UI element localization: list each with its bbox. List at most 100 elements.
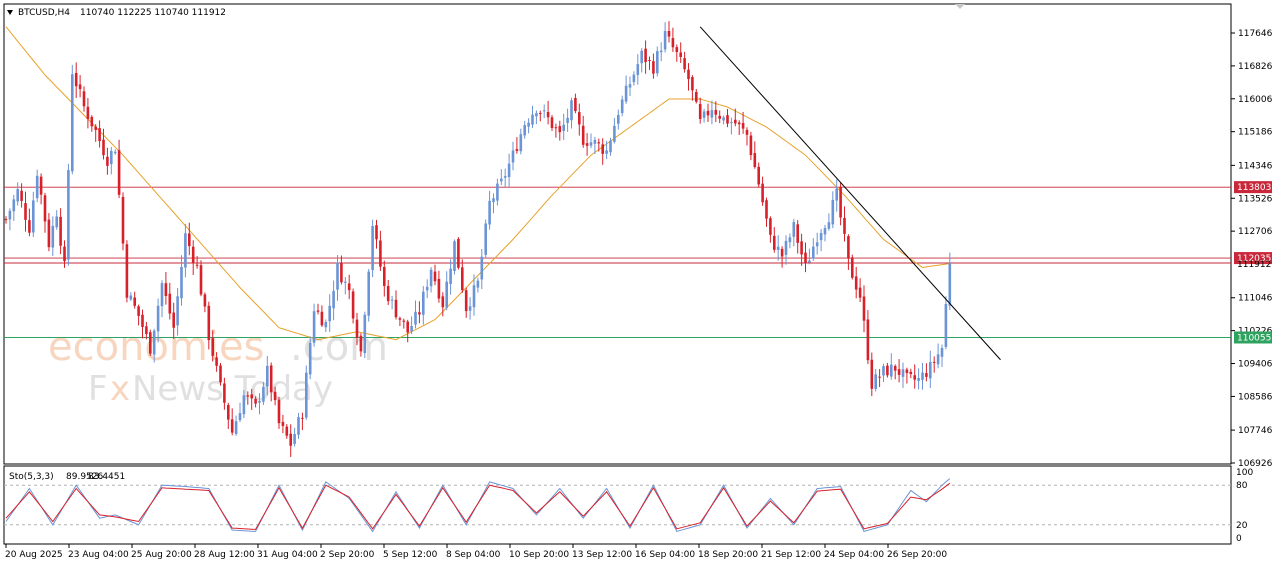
candle-body	[266, 365, 269, 387]
candle-body	[355, 319, 359, 338]
candle-body	[617, 114, 620, 124]
candle-body	[160, 283, 164, 307]
candle-body	[125, 244, 129, 298]
price-tick-label: 114346	[1238, 161, 1273, 171]
candle-body	[472, 285, 476, 308]
candle-body	[172, 312, 175, 328]
candle-body	[113, 151, 117, 154]
candle-body	[8, 210, 12, 220]
stochastic-label: Sto(5,3,3)	[9, 472, 54, 482]
candle-body	[461, 267, 464, 291]
stochastic-lines	[4, 478, 1231, 533]
trendline-layer	[699, 26, 1001, 361]
candle-body	[737, 122, 741, 125]
candle-body	[925, 373, 928, 377]
candle-body	[893, 366, 897, 371]
candle-body	[246, 395, 250, 397]
candle-body	[82, 91, 86, 107]
candle-body	[531, 114, 534, 125]
candle-body	[223, 383, 226, 403]
candle-body	[262, 386, 265, 402]
candle-body	[496, 183, 499, 201]
price-tick-label: 106926	[1238, 459, 1273, 469]
stochastic-signal-line[interactable]	[5, 482, 951, 530]
candle-body	[164, 283, 168, 296]
candle-body	[156, 305, 160, 332]
candle-body	[145, 326, 148, 334]
candle-body	[675, 47, 679, 53]
candle-body	[519, 134, 523, 152]
candle-body	[106, 156, 109, 166]
candle-body	[507, 163, 511, 178]
candle-body	[819, 233, 823, 241]
candle-body	[527, 122, 530, 127]
moving-average-line[interactable]	[5, 26, 950, 341]
time-tick-label: 21 Sep 12:00	[761, 550, 821, 560]
scroll-marker-icon[interactable]	[955, 4, 965, 9]
candle-body	[776, 246, 780, 250]
candle-body	[683, 58, 686, 70]
candle-body	[722, 117, 725, 121]
candle-body	[121, 196, 125, 244]
triangle-down-icon[interactable]	[7, 10, 13, 15]
candle-body	[890, 364, 893, 377]
candle-body	[757, 166, 760, 185]
candle-body	[570, 100, 573, 121]
time-tick-label: 5 Sep 12:00	[383, 550, 438, 560]
candle-body	[929, 362, 932, 379]
candle-body	[269, 365, 273, 393]
candle-body	[628, 84, 632, 88]
candle-body	[636, 64, 640, 76]
candle-body	[726, 115, 729, 124]
candle-body	[312, 311, 316, 343]
time-axis: 20 Aug 2025 23 Aug 04:00 25 Aug 20:00 28 Au…	[5, 544, 947, 560]
candle-body	[866, 319, 870, 361]
price-axis: 117646 116826 116006 115186 114346 113526 1127…	[1231, 29, 1273, 469]
candle-body	[761, 183, 764, 203]
candle-body	[394, 299, 398, 318]
trendline[interactable]	[699, 26, 1001, 361]
price-tick-label: 112706	[1238, 227, 1273, 237]
candle-body	[644, 48, 647, 63]
candle-body	[141, 314, 144, 328]
candle-body	[43, 195, 47, 222]
ohlc-label: 110740 112225 110740 111912	[80, 8, 226, 18]
candle-body	[710, 110, 714, 118]
candle-body	[500, 178, 503, 182]
candle-body	[948, 263, 952, 306]
candle-body	[484, 223, 487, 255]
candle-body	[656, 51, 659, 74]
candle-body	[227, 405, 230, 420]
stochastic-main-value: 89.9526	[66, 472, 103, 482]
candle-body	[188, 233, 191, 247]
candle-body	[293, 433, 296, 444]
candle-body	[788, 237, 792, 243]
stochastic-tick-label: 20	[1236, 521, 1248, 531]
price-badge-label-lower-resistance: 112035	[1237, 254, 1271, 264]
candle-body	[250, 394, 253, 399]
candle-body	[714, 109, 718, 115]
candle-body	[207, 305, 211, 341]
candle-body	[613, 125, 616, 142]
candle-body	[769, 218, 772, 235]
candle-body	[511, 150, 515, 163]
candle-body	[648, 59, 651, 61]
candle-body	[578, 112, 581, 125]
time-tick-label: 13 Sep 12:00	[572, 550, 632, 560]
candle-body	[375, 225, 378, 240]
candle-body	[542, 110, 546, 112]
candle-body	[901, 369, 905, 377]
candle-body	[804, 252, 807, 263]
candle-body	[211, 338, 214, 356]
candle-body	[24, 203, 27, 220]
price-tick-label: 107746	[1238, 426, 1273, 436]
candle-body	[585, 143, 589, 146]
candle-body	[566, 117, 569, 123]
candle-body	[854, 276, 858, 290]
candle-body	[347, 283, 351, 291]
candle-body	[878, 376, 881, 378]
candle-body	[851, 257, 854, 278]
candle-body	[745, 129, 749, 135]
